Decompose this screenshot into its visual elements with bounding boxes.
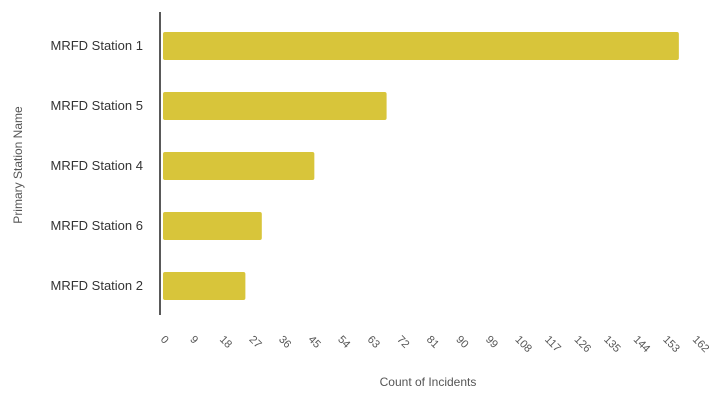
- x-tick-label: 117: [542, 334, 563, 355]
- bar-mrfd-station-1: [163, 32, 679, 60]
- bar-mrfd-station-5: [163, 92, 387, 120]
- category-label: MRFD Station 4: [51, 158, 143, 173]
- x-tick-label: 144: [631, 334, 652, 355]
- x-tick-labels: 0 9 18 27 36 45 54 63 72 81 90 99 108 117 126 135 144 153…: [158, 334, 711, 355]
- x-tick-label: 153: [660, 334, 681, 355]
- x-tick-label: 108: [513, 334, 534, 355]
- category-label: MRFD Station 1: [51, 38, 143, 53]
- category-labels: MRFD Station 1 MRFD Station 5 MRFD Station…: [51, 38, 143, 293]
- bars-layer: [163, 32, 679, 300]
- x-tick-label: 27: [247, 334, 264, 351]
- category-label: MRFD Station 5: [51, 98, 143, 113]
- x-tick-label: 99: [483, 334, 500, 351]
- x-tick-label: 63: [365, 334, 382, 351]
- x-tick-label: 54: [335, 334, 352, 351]
- x-tick-label: 90: [453, 334, 470, 351]
- x-tick-label: 18: [217, 334, 234, 351]
- x-tick-label: 81: [424, 334, 441, 351]
- bar-mrfd-station-4: [163, 152, 314, 180]
- x-tick-label: 162: [690, 334, 711, 355]
- x-tick-label: 45: [306, 334, 323, 351]
- category-label: MRFD Station 6: [51, 218, 143, 233]
- x-tick-label: 72: [394, 334, 411, 351]
- x-axis-title: Count of Incidents: [380, 375, 477, 389]
- x-tick-label: 135: [601, 334, 622, 355]
- x-tick-label: 9: [187, 334, 200, 347]
- category-label: MRFD Station 2: [51, 278, 143, 293]
- y-axis-title: Primary Station Name: [11, 106, 25, 224]
- bar-mrfd-station-2: [163, 272, 245, 300]
- bar-mrfd-station-6: [163, 212, 262, 240]
- x-tick-label: 36: [276, 334, 293, 351]
- x-tick-label: 126: [572, 334, 593, 355]
- x-tick-label: 0: [158, 334, 171, 347]
